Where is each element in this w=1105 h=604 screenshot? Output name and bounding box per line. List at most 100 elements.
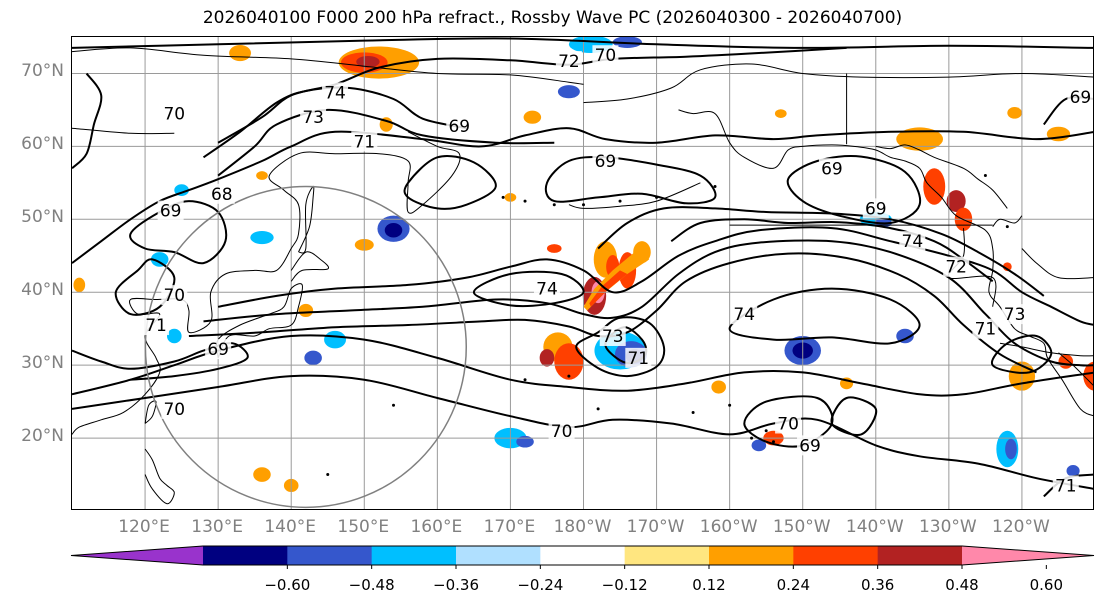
colorbar-segment [877, 546, 963, 565]
contour-label-bg [972, 318, 999, 339]
longitude-label: 180°W [553, 517, 612, 537]
anomaly-patch [304, 350, 322, 366]
anomaly-patch [774, 109, 787, 118]
contour-label-bg [300, 107, 327, 128]
contour-label-bg [1067, 86, 1093, 107]
anomaly-patch [946, 190, 966, 213]
longitude-label: 150°E [337, 517, 390, 537]
longitude-label: 120°W [992, 517, 1050, 537]
contour-line [217, 226, 1093, 326]
coastline [992, 215, 1023, 227]
colorbar-segment [371, 546, 457, 565]
contour-line [670, 218, 994, 283]
contour-label-bg [161, 103, 188, 124]
colorbar-tick-label: 0.48 [945, 576, 979, 594]
anomaly-patch [1066, 465, 1080, 477]
contour-line [114, 258, 176, 316]
contour-label: 68 [211, 185, 233, 205]
contour-label: 70 [551, 422, 573, 442]
coastline [144, 400, 157, 424]
contour-label: 72 [945, 258, 967, 278]
contour-label: 74 [324, 83, 346, 103]
contour-label: 73 [1004, 305, 1026, 325]
contour-label: 74 [536, 280, 558, 300]
island [691, 411, 695, 415]
contour-label: 71 [627, 349, 649, 369]
island [728, 403, 732, 407]
contour-label: 69 [448, 117, 470, 137]
island [326, 473, 330, 477]
coastline [999, 342, 1093, 357]
contour-label: 73 [602, 327, 624, 347]
island [1005, 225, 1009, 229]
anomaly-patch [298, 303, 314, 318]
contour-label: 70 [777, 414, 799, 434]
longitude-label: 160°E [410, 517, 463, 537]
longitude-label: 150°W [772, 517, 831, 537]
contour-label: 71 [1055, 476, 1077, 496]
contour-line [217, 108, 555, 177]
colorbar-tick-label: 0.60 [1029, 576, 1064, 594]
island [567, 374, 571, 378]
contour-label-bg [157, 200, 184, 221]
contour-line [990, 334, 1053, 374]
latitude-label: 40°N [21, 280, 64, 301]
coastline [568, 182, 701, 209]
contour-label-bg [862, 198, 889, 219]
anomaly-patch [539, 349, 555, 367]
contour-line [597, 206, 1045, 297]
anomaly-patch [557, 85, 580, 99]
island [618, 199, 622, 203]
longitude-label: 170°W [626, 517, 685, 537]
contour-label-bg [446, 115, 473, 136]
colorbar-segment [540, 546, 626, 565]
contour-label-bg [548, 420, 575, 441]
longitude-label: 130°E [191, 517, 243, 537]
refractivity-contours [72, 37, 1093, 498]
anomaly-patch [256, 171, 268, 180]
contour-label-bg [625, 347, 652, 368]
longitude-label: 140°W [845, 517, 904, 537]
coastline [1058, 352, 1093, 386]
longitude-label: 120°E [118, 517, 170, 537]
longitude-label: 140°E [264, 517, 317, 537]
contour-label: 72 [558, 52, 580, 72]
colorbar-tick-label: −0.24 [517, 576, 564, 594]
island [750, 436, 754, 440]
colorbar-extend-high [962, 546, 1094, 565]
contour-label: 69 [595, 152, 617, 172]
contour-label: 69 [821, 159, 843, 179]
contour-line [72, 72, 103, 170]
contour-label-bg [899, 231, 926, 252]
anomaly-patch [546, 244, 562, 253]
contour-line [544, 156, 717, 205]
coastline [875, 144, 1008, 209]
contour-label: 73 [302, 108, 324, 128]
contour-line [188, 252, 1037, 374]
colorbar-tick-label: −0.12 [601, 576, 648, 594]
rossby-wave-circle [144, 185, 468, 509]
contour-label: 69 [865, 199, 887, 219]
contour-label: 69 [799, 436, 821, 456]
island [713, 184, 717, 188]
contour-label-bg [1052, 475, 1079, 496]
anomaly-patch [923, 168, 946, 205]
contour-label-bg [943, 256, 970, 277]
contour-label-bg [161, 285, 188, 306]
latitude-label: 30°N [21, 353, 64, 374]
island [596, 407, 600, 411]
contour-line [217, 46, 847, 144]
coastline [290, 251, 329, 282]
colorbar-segment [709, 546, 794, 565]
coastline [216, 283, 303, 359]
anomaly-patch [150, 252, 169, 267]
coastline [72, 131, 461, 435]
longitude-label: 130°W [918, 517, 977, 537]
contour-line [472, 270, 585, 308]
contour-line [728, 287, 921, 345]
coastline [1021, 248, 1093, 280]
contour-label: 71 [145, 316, 167, 336]
contour-line [403, 154, 497, 210]
colorbar-segment [793, 546, 879, 565]
coastline [72, 127, 175, 135]
